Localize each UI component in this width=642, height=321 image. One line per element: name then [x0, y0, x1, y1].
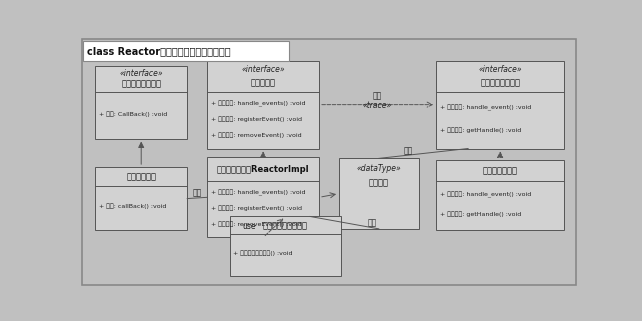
Text: 通知: 通知 — [367, 218, 376, 227]
Text: 注册: 注册 — [193, 188, 202, 197]
Text: + 注销事件: removeEvent() :void: + 注销事件: removeEvent() :void — [211, 222, 302, 228]
Text: «interface»: «interface» — [119, 69, 163, 78]
Text: + 标绘: callBack() :void: + 标绘: callBack() :void — [99, 204, 166, 209]
Bar — [207, 157, 319, 238]
Text: «interface»: «interface» — [478, 65, 522, 74]
Text: «interface»: «interface» — [241, 65, 285, 74]
Text: + 标绘: CallBack() :void: + 标绘: CallBack() :void — [99, 111, 168, 117]
Text: 事件集合: 事件集合 — [369, 178, 389, 187]
Text: «dataType»: «dataType» — [356, 164, 401, 173]
Bar — [436, 160, 564, 230]
Text: + 处理事件: handle_event() :void: + 处理事件: handle_event() :void — [440, 191, 531, 198]
Text: + 注销事件: removeEvent() :void: + 注销事件: removeEvent() :void — [211, 133, 302, 138]
Text: 事件处理实现类: 事件处理实现类 — [483, 166, 517, 175]
Text: 事件数据回调: 事件数据回调 — [126, 172, 156, 181]
Bar — [339, 158, 419, 229]
Text: use: use — [243, 222, 256, 231]
Bar — [230, 216, 342, 276]
Text: + 处理事件: handle_event() :void: + 处理事件: handle_event() :void — [440, 105, 531, 111]
Text: + 事件多路检测函数() :void: + 事件多路检测函数() :void — [234, 251, 293, 256]
Text: + 获取句柄: getHandle() :void: + 获取句柄: getHandle() :void — [440, 128, 521, 133]
Bar — [436, 61, 564, 149]
Text: class Reactor模式实现系统资源多路复用: class Reactor模式实现系统资源多路复用 — [87, 46, 230, 56]
Bar — [95, 66, 187, 139]
Bar — [207, 61, 319, 149]
Text: + 处理事件: handle_events() :void: + 处理事件: handle_events() :void — [211, 100, 306, 107]
Text: 反应器接口: 反应器接口 — [250, 78, 275, 87]
Text: + 获取句柄: getHandle() :void: + 获取句柄: getHandle() :void — [440, 212, 521, 217]
Text: 拥有: 拥有 — [404, 146, 413, 155]
Text: + 注册事件: registerEvent() :void: + 注册事件: registerEvent() :void — [211, 117, 302, 122]
Text: 事件数据回调接口: 事件数据回调接口 — [121, 80, 161, 89]
Text: 事件多路同步分解器: 事件多路同步分解器 — [263, 221, 308, 230]
Text: «trace»: «trace» — [363, 101, 392, 110]
Bar — [95, 167, 187, 230]
Text: 事件处理程序接口: 事件处理程序接口 — [480, 78, 520, 87]
Text: + 处理事件: handle_events() :void: + 处理事件: handle_events() :void — [211, 189, 306, 195]
Text: 反应器实现类：ReactorImpl: 反应器实现类：ReactorImpl — [217, 165, 309, 174]
Text: + 注册事件: registerEvent() :void: + 注册事件: registerEvent() :void — [211, 206, 302, 211]
Text: 分配: 分配 — [373, 91, 382, 100]
FancyBboxPatch shape — [83, 41, 289, 61]
